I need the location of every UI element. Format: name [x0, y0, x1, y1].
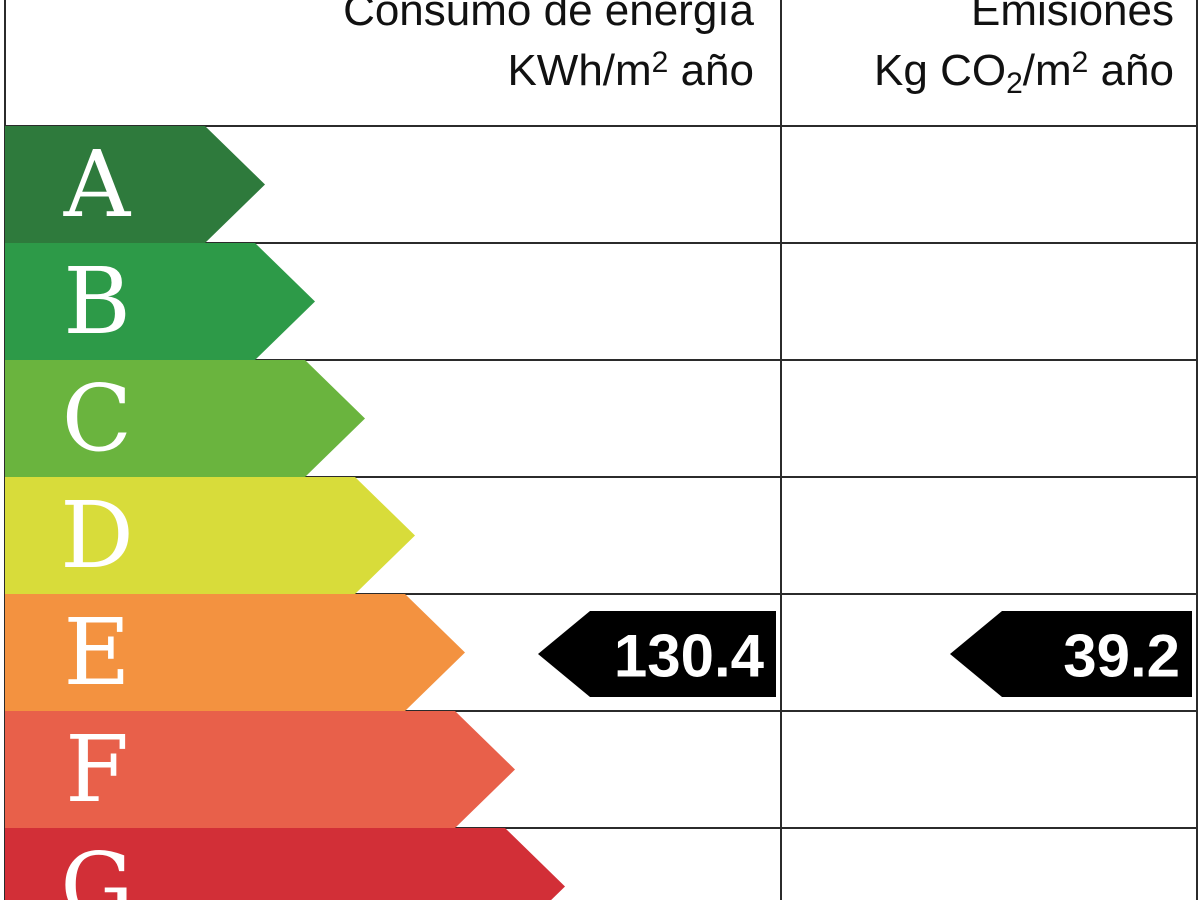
energy-title: Consumo de energía — [343, 0, 754, 35]
rating-bar-a — [5, 126, 265, 243]
rating-bar-g — [5, 828, 565, 900]
rating-letter-e: E — [63, 599, 130, 706]
rating-bar-c — [5, 360, 365, 477]
energy-column-header: Consumo de energía KWh/m2 año — [0, 0, 754, 101]
emissions-rating-marker — [950, 611, 1192, 697]
energy-unit: KWh/m2 año — [507, 46, 754, 95]
emissions-title: Emisiones — [971, 0, 1174, 35]
rating-bar-f — [5, 711, 515, 828]
rating-bar-b — [5, 243, 315, 360]
rating-bar-d — [5, 477, 415, 594]
rating-bar-e — [5, 594, 465, 711]
rating-letter-f: F — [65, 716, 129, 823]
rating-letter-d: D — [60, 482, 134, 589]
rating-letter-a: A — [63, 131, 132, 238]
rating-letter-b: B — [63, 248, 131, 355]
emissions-rating-value: 39.2 — [1063, 623, 1180, 690]
rating-letter-g: G — [60, 833, 134, 900]
emissions-unit: Kg CO2/m2 año — [874, 46, 1174, 100]
emissions-column-header: Emisiones Kg CO2/m2 año — [782, 0, 1174, 101]
rating-markers: 130.4 39.2 — [538, 611, 1192, 697]
energy-rating-marker — [538, 611, 776, 697]
energy-rating-value: 130.4 — [614, 623, 765, 690]
rating-letter-c: C — [62, 365, 132, 472]
